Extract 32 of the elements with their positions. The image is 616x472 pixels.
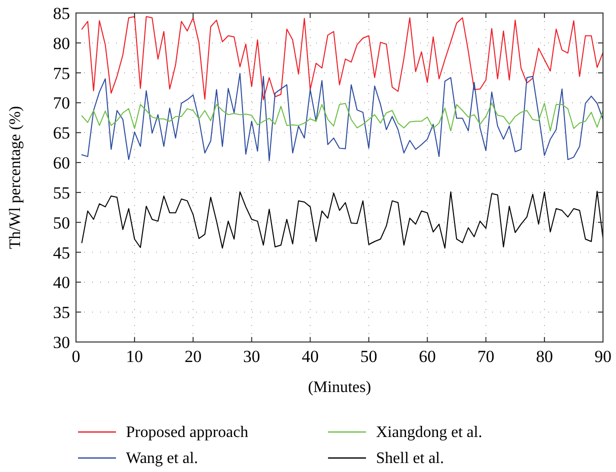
line-series bbox=[81, 72, 604, 162]
legend-label: Proposed approach bbox=[126, 424, 248, 441]
y-tick-label: 85 bbox=[53, 4, 70, 23]
y-tick-label: 80 bbox=[53, 34, 70, 53]
y-tick-label: 45 bbox=[53, 243, 70, 262]
x-tick-label: 80 bbox=[536, 347, 553, 366]
y-axis-title: Th/Wl percentage (%) bbox=[7, 106, 24, 250]
y-tick-label: 35 bbox=[53, 303, 70, 322]
x-tick-label: 0 bbox=[72, 347, 80, 366]
y-tick-label: 60 bbox=[53, 154, 70, 173]
y-tick-label: 50 bbox=[53, 213, 70, 232]
x-tick-label: 40 bbox=[302, 347, 319, 366]
line-series bbox=[81, 190, 604, 249]
x-tick-label: 60 bbox=[418, 347, 436, 366]
legend-label: Xiangdong et al. bbox=[376, 424, 482, 441]
x-tick-label: 30 bbox=[243, 347, 260, 366]
x-axis-title: (Minutes) bbox=[308, 379, 372, 396]
y-tick-label: 40 bbox=[53, 273, 70, 292]
x-tick-label: 90 bbox=[594, 347, 612, 366]
x-tick-label: 50 bbox=[360, 347, 378, 366]
x-tick-label: 10 bbox=[126, 347, 144, 366]
line-series bbox=[81, 102, 604, 132]
y-tick-label: 30 bbox=[53, 333, 70, 352]
line-series bbox=[81, 16, 604, 100]
x-tick-label: 70 bbox=[477, 347, 494, 366]
y-tick-label: 55 bbox=[53, 183, 70, 202]
y-tick-label: 65 bbox=[53, 124, 70, 143]
y-tick-label: 75 bbox=[53, 64, 70, 83]
legend-label: Shell et al. bbox=[376, 450, 444, 467]
x-tick-label: 20 bbox=[184, 347, 202, 366]
legend-label: Wang et al. bbox=[126, 450, 198, 467]
y-tick-label: 70 bbox=[53, 94, 70, 113]
